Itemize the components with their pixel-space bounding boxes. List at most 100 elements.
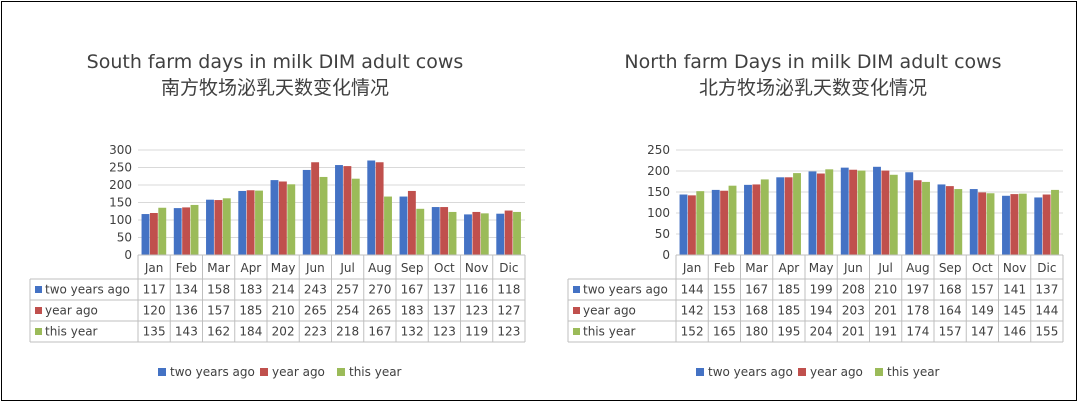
table-legend-key: [35, 328, 42, 335]
data-label: 123: [465, 304, 488, 318]
bar-year-ago: [214, 200, 223, 255]
bar-this-year: [825, 169, 834, 255]
data-label: 120: [143, 304, 166, 318]
legend-key: [798, 368, 806, 376]
x-tick-label: Jan: [682, 261, 702, 275]
x-tick-label: Aug: [368, 261, 391, 275]
x-tick-label: Jul: [339, 261, 354, 275]
data-label: 218: [336, 325, 359, 339]
bar-two-years-ago: [873, 166, 881, 255]
data-label: 167: [401, 283, 424, 297]
bar-this-year: [760, 179, 769, 255]
x-tick-label: Dic: [499, 261, 518, 275]
legend-key: [337, 368, 345, 376]
data-label: 155: [713, 283, 736, 297]
data-label: 165: [713, 325, 736, 339]
bar-two-years-ago: [335, 165, 343, 255]
data-label: 135: [143, 325, 166, 339]
x-tick-label: Apr: [240, 261, 261, 275]
bar-year-ago: [816, 173, 825, 255]
chart-title: North farm Days in milk DIM adult cows: [624, 51, 1001, 73]
bar-two-years-ago: [399, 196, 408, 255]
bar-two-years-ago: [367, 160, 376, 255]
y-tick-label: 300: [109, 143, 132, 157]
bar-this-year: [190, 204, 199, 255]
data-label: 223: [304, 325, 327, 339]
legend-label: this year: [887, 365, 940, 379]
bar-two-years-ago: [1034, 197, 1043, 255]
data-label: 123: [497, 325, 520, 339]
bar-this-year: [222, 198, 231, 255]
table-series-label: two years ago: [45, 283, 130, 297]
bar-two-years-ago: [431, 207, 440, 255]
data-label: 167: [745, 283, 768, 297]
bar-year-ago: [149, 213, 158, 255]
data-label: 123: [433, 325, 456, 339]
data-label: 194: [810, 304, 833, 318]
data-label: 132: [401, 325, 424, 339]
table-legend-key: [35, 286, 42, 293]
table-series-label: year ago: [45, 304, 98, 318]
bar-this-year: [1051, 189, 1059, 255]
bar-two-years-ago: [840, 167, 849, 255]
bar-year-ago: [687, 195, 696, 255]
data-label: 134: [175, 283, 198, 297]
y-tick-label: 200: [647, 164, 670, 178]
data-label: 214: [272, 283, 295, 297]
bar-two-years-ago: [238, 190, 247, 255]
table-series-label: this year: [583, 325, 636, 339]
bar-this-year: [513, 211, 521, 255]
table-legend-key: [573, 307, 580, 314]
x-tick-label: Mar: [207, 261, 230, 275]
x-tick-label: Dic: [1037, 261, 1056, 275]
data-label: 144: [681, 283, 704, 297]
data-label: 210: [272, 304, 295, 318]
legend-label: two years ago: [170, 365, 255, 379]
legend-label: year ago: [272, 365, 325, 379]
data-label: 167: [368, 325, 391, 339]
data-label: 157: [971, 283, 994, 297]
bar-year-ago: [849, 169, 858, 255]
bar-two-years-ago: [496, 213, 505, 255]
bar-year-ago: [504, 210, 513, 255]
bar-this-year: [889, 174, 898, 255]
data-label: 201: [874, 304, 897, 318]
x-tick-label: Aug: [906, 261, 929, 275]
x-tick-label: Jul: [877, 261, 892, 275]
bar-this-year: [728, 185, 737, 255]
bar-year-ago: [913, 180, 922, 255]
x-tick-label: May: [809, 261, 834, 275]
data-label: 204: [810, 325, 833, 339]
bar-this-year: [986, 193, 995, 255]
data-label: 155: [1035, 325, 1058, 339]
data-label: 118: [497, 283, 520, 297]
y-tick-label: 200: [109, 178, 132, 192]
bar-two-years-ago: [464, 214, 472, 255]
bar-two-years-ago: [744, 184, 752, 255]
y-tick-label: 100: [647, 206, 670, 220]
table-series-label: this year: [45, 325, 98, 339]
bar-year-ago: [278, 181, 287, 255]
data-label: 208: [842, 283, 865, 297]
data-label: 119: [465, 325, 488, 339]
y-tick-label: 150: [109, 196, 132, 210]
bar-two-years-ago: [679, 194, 688, 255]
bar-year-ago: [472, 211, 481, 255]
y-tick-label: 50: [117, 231, 132, 245]
table-legend-key: [573, 328, 580, 335]
x-tick-label: Jan: [144, 261, 164, 275]
bar-year-ago: [784, 177, 793, 255]
bar-two-years-ago: [206, 199, 214, 255]
data-label: 164: [939, 304, 962, 318]
bar-two-years-ago: [141, 214, 150, 255]
table-series-label: year ago: [583, 304, 636, 318]
bar-year-ago: [720, 190, 729, 255]
bar-two-years-ago: [808, 171, 817, 255]
chart-subtitle: 北方牧场泌乳天数变化情况: [699, 77, 927, 99]
bar-two-years-ago: [776, 177, 785, 255]
data-label: 184: [239, 325, 262, 339]
bar-this-year: [922, 181, 930, 255]
data-label: 270: [368, 283, 391, 297]
bar-this-year: [1018, 193, 1027, 255]
data-label: 162: [207, 325, 230, 339]
